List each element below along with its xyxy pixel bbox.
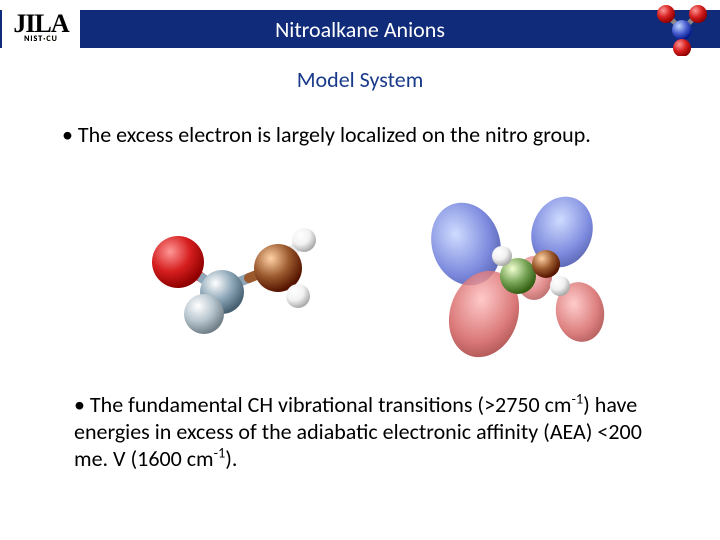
corner-molecule: [648, 0, 718, 56]
molecule-figures: [90, 184, 630, 374]
bullet-2: • The fundamental CH vibrational transit…: [74, 392, 662, 472]
logo-nist-text: NIST·CU: [24, 34, 58, 44]
b2-sup2: -1: [214, 443, 226, 461]
logo-jila-text: JILA: [13, 14, 68, 35]
bullet-1: • The excess electron is largely localiz…: [62, 122, 662, 149]
header-title: Nitroalkane Anions: [275, 16, 445, 43]
logo-jila: JILA NIST·CU: [2, 6, 80, 52]
b2-part3: ).: [225, 445, 237, 472]
b2-sup1: -1: [572, 390, 584, 408]
header-bar: Nitroalkane Anions: [0, 10, 720, 48]
subtitle: Model System: [0, 66, 720, 93]
b2-part1: • The fundamental CH vibrational transit…: [74, 391, 572, 418]
